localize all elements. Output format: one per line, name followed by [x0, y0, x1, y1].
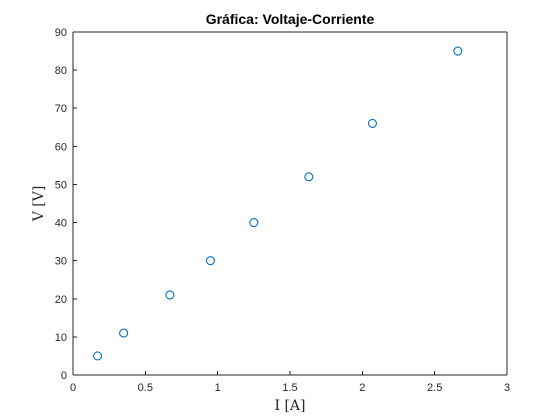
x-tick-label: 2: [359, 382, 365, 394]
x-tick-label: 2.5: [427, 382, 442, 394]
y-axis-label: V [V]: [31, 186, 47, 223]
data-point: [453, 46, 463, 56]
y-tick-label: 40: [55, 218, 67, 230]
axes: [72, 31, 508, 376]
y-tick-label: 30: [55, 256, 67, 268]
y-tick-label: 10: [55, 332, 67, 344]
y-ticks: 0 10 20 30 40 50 60 70 80 90: [55, 27, 77, 382]
y-tick-label: 70: [55, 103, 67, 115]
chart-title: Gráfica: Voltaje-Corriente: [206, 11, 375, 27]
y-tick-label: 50: [55, 179, 67, 191]
x-tick-label: 1: [215, 382, 221, 394]
data-point: [249, 218, 259, 228]
x-tick-label: 1.5: [282, 382, 297, 394]
data-point: [367, 118, 378, 129]
data-points: [93, 46, 463, 361]
data-point: [165, 290, 175, 300]
y-tick-label: 0: [61, 370, 67, 382]
plot-area: [73, 32, 507, 375]
x-tick-label: 0.5: [138, 382, 153, 394]
data-point: [119, 328, 129, 338]
y-tick-label: 90: [55, 27, 67, 39]
x-ticks: 0 0.5 1 1.5 2 2.5 3: [70, 371, 510, 394]
data-point: [304, 172, 314, 182]
data-point: [93, 351, 103, 361]
x-tick-label: 3: [504, 382, 510, 394]
data-point: [205, 256, 215, 266]
y-tick-label: 60: [55, 141, 67, 153]
x-axis-label: I [A]: [274, 398, 305, 414]
x-tick-label: 0: [70, 382, 76, 394]
y-tick-label: 80: [55, 65, 67, 77]
y-tick-label: 20: [55, 294, 67, 306]
